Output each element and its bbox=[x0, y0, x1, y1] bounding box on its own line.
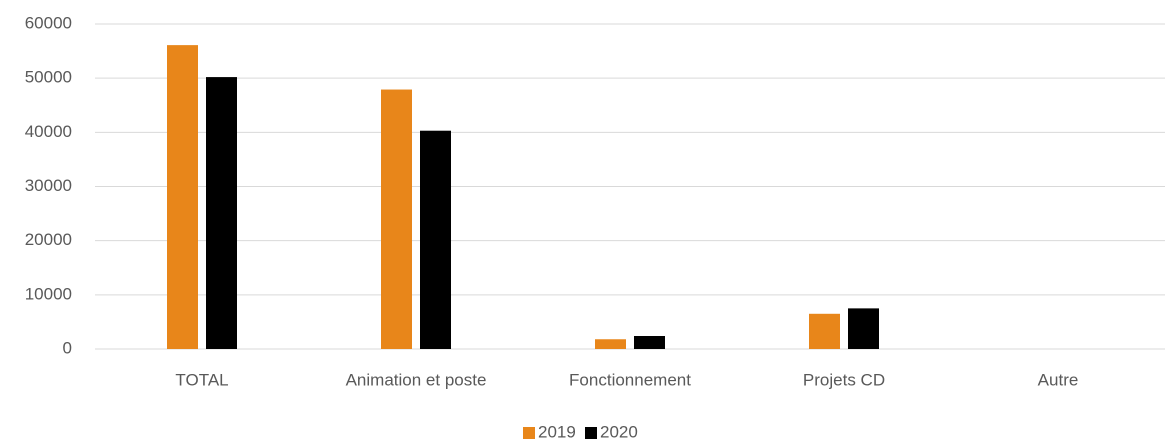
y-tick-label: 40000 bbox=[25, 122, 72, 141]
bar bbox=[634, 336, 665, 349]
x-tick-label: Fonctionnement bbox=[569, 370, 691, 389]
bar bbox=[206, 77, 237, 349]
y-tick-label: 50000 bbox=[25, 68, 72, 87]
bar bbox=[420, 130, 451, 349]
bar bbox=[595, 339, 626, 349]
y-tick-label: 60000 bbox=[25, 13, 72, 32]
y-tick-label: 0 bbox=[63, 338, 72, 357]
bar bbox=[381, 89, 412, 350]
x-tick-label: TOTAL bbox=[175, 370, 228, 389]
legend-swatch bbox=[585, 427, 597, 439]
x-tick-label: Projets CD bbox=[803, 370, 885, 389]
x-tick-label: Autre bbox=[1038, 370, 1079, 389]
legend-swatch bbox=[523, 427, 535, 439]
legend-label: 2019 bbox=[538, 422, 576, 441]
y-tick-label: 10000 bbox=[25, 284, 72, 303]
y-tick-label: 30000 bbox=[25, 176, 72, 195]
bar bbox=[809, 313, 840, 349]
x-tick-label: Animation et poste bbox=[346, 370, 487, 389]
bar bbox=[848, 308, 879, 349]
legend-label: 2020 bbox=[600, 422, 638, 441]
y-tick-label: 20000 bbox=[25, 230, 72, 249]
bar bbox=[167, 45, 198, 349]
